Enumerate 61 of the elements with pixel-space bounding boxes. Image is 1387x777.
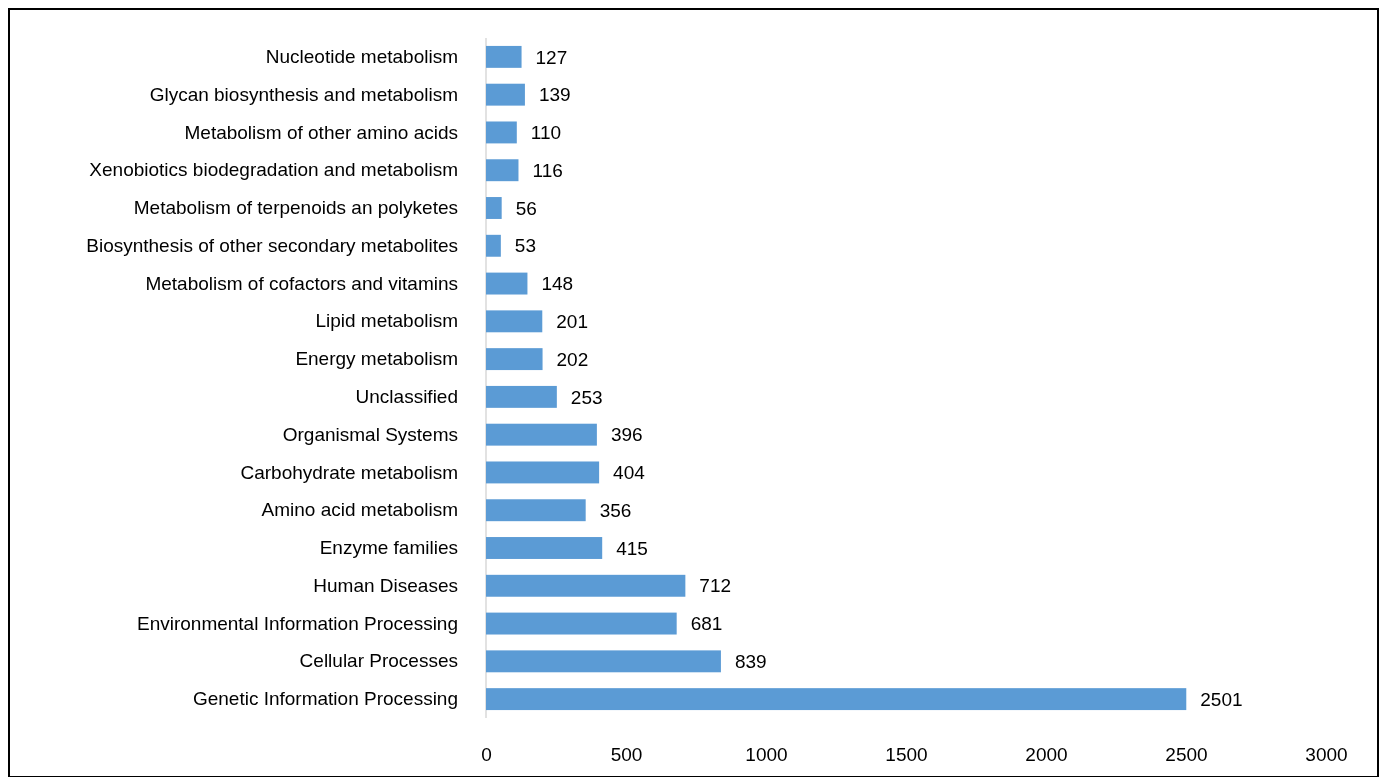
- bar: [486, 650, 721, 673]
- data-label: 148: [541, 273, 574, 295]
- y-tick-label: Biosynthesis of other secondary metabolites: [86, 234, 458, 256]
- data-label: 116: [532, 159, 563, 181]
- data-label: 253: [570, 386, 603, 408]
- x-tick-label: 3000: [1305, 744, 1348, 766]
- data-label: 202: [556, 348, 589, 370]
- data-label: 139: [538, 84, 571, 106]
- x-tick-label: 2000: [1025, 744, 1068, 766]
- y-tick-label: Xenobiotics biodegradation and metabolism: [89, 159, 458, 181]
- data-label: 127: [535, 46, 568, 68]
- y-tick-label: Glycan biosynthesis and metabolism: [149, 83, 458, 105]
- data-label: 201: [556, 310, 588, 332]
- data-label: 53: [514, 235, 536, 257]
- y-tick-label: Enzyme families: [319, 537, 458, 559]
- y-tick-label: Human Diseases: [313, 574, 458, 596]
- y-tick-label: Unclassified: [355, 385, 458, 407]
- bar: [486, 385, 557, 408]
- data-label: 839: [734, 650, 767, 672]
- y-tick-label: Nucleotide metabolism: [265, 45, 458, 67]
- bar: [486, 348, 543, 371]
- bar: [486, 423, 597, 446]
- y-tick-label: Cellular Processes: [299, 650, 458, 672]
- bar: [486, 45, 522, 68]
- y-tick-label: Genetic Information Processing: [192, 688, 458, 710]
- x-tick-label: 0: [481, 744, 492, 766]
- bar: [486, 234, 501, 257]
- x-tick-label: 500: [610, 744, 643, 766]
- y-tick-label: Lipid metabolism: [315, 310, 458, 332]
- data-label: 404: [613, 462, 646, 484]
- bar: [486, 121, 517, 144]
- data-label: 356: [599, 499, 632, 521]
- y-tick-label: Carbohydrate metabolism: [240, 461, 458, 483]
- y-tick-label: Organismal Systems: [282, 423, 458, 445]
- bar: [486, 574, 686, 597]
- bar: [486, 197, 502, 219]
- bar: [486, 537, 603, 559]
- data-label: 2501: [1200, 688, 1243, 710]
- data-label: 681: [690, 613, 723, 635]
- bar: [486, 272, 528, 295]
- bar: [486, 310, 543, 333]
- y-tick-label: Metabolism of other amino acids: [184, 121, 458, 143]
- bar: [486, 159, 519, 182]
- y-tick-label: Metabolism of cofactors and vitamins: [145, 272, 458, 294]
- data-label: 56: [515, 197, 537, 219]
- x-tick-label: 2500: [1165, 744, 1208, 766]
- bar: [486, 499, 586, 522]
- data-label: 712: [699, 575, 732, 597]
- bar: [486, 83, 525, 106]
- y-tick-label: Metabolism of terpenoids an polyketes: [133, 197, 458, 219]
- x-tick-label: 1000: [745, 744, 788, 766]
- y-tick-label: Amino acid metabolism: [261, 499, 458, 521]
- x-tick-label: 1500: [885, 744, 928, 766]
- y-tick-label: Environmental Information Processing: [136, 612, 458, 634]
- y-tick-label: Energy metabolism: [295, 348, 458, 370]
- bar: [486, 612, 677, 635]
- data-label: 396: [610, 424, 643, 446]
- data-label: 415: [616, 537, 648, 559]
- bar: [486, 688, 1187, 711]
- bar: [486, 461, 600, 484]
- data-label: 110: [530, 122, 562, 144]
